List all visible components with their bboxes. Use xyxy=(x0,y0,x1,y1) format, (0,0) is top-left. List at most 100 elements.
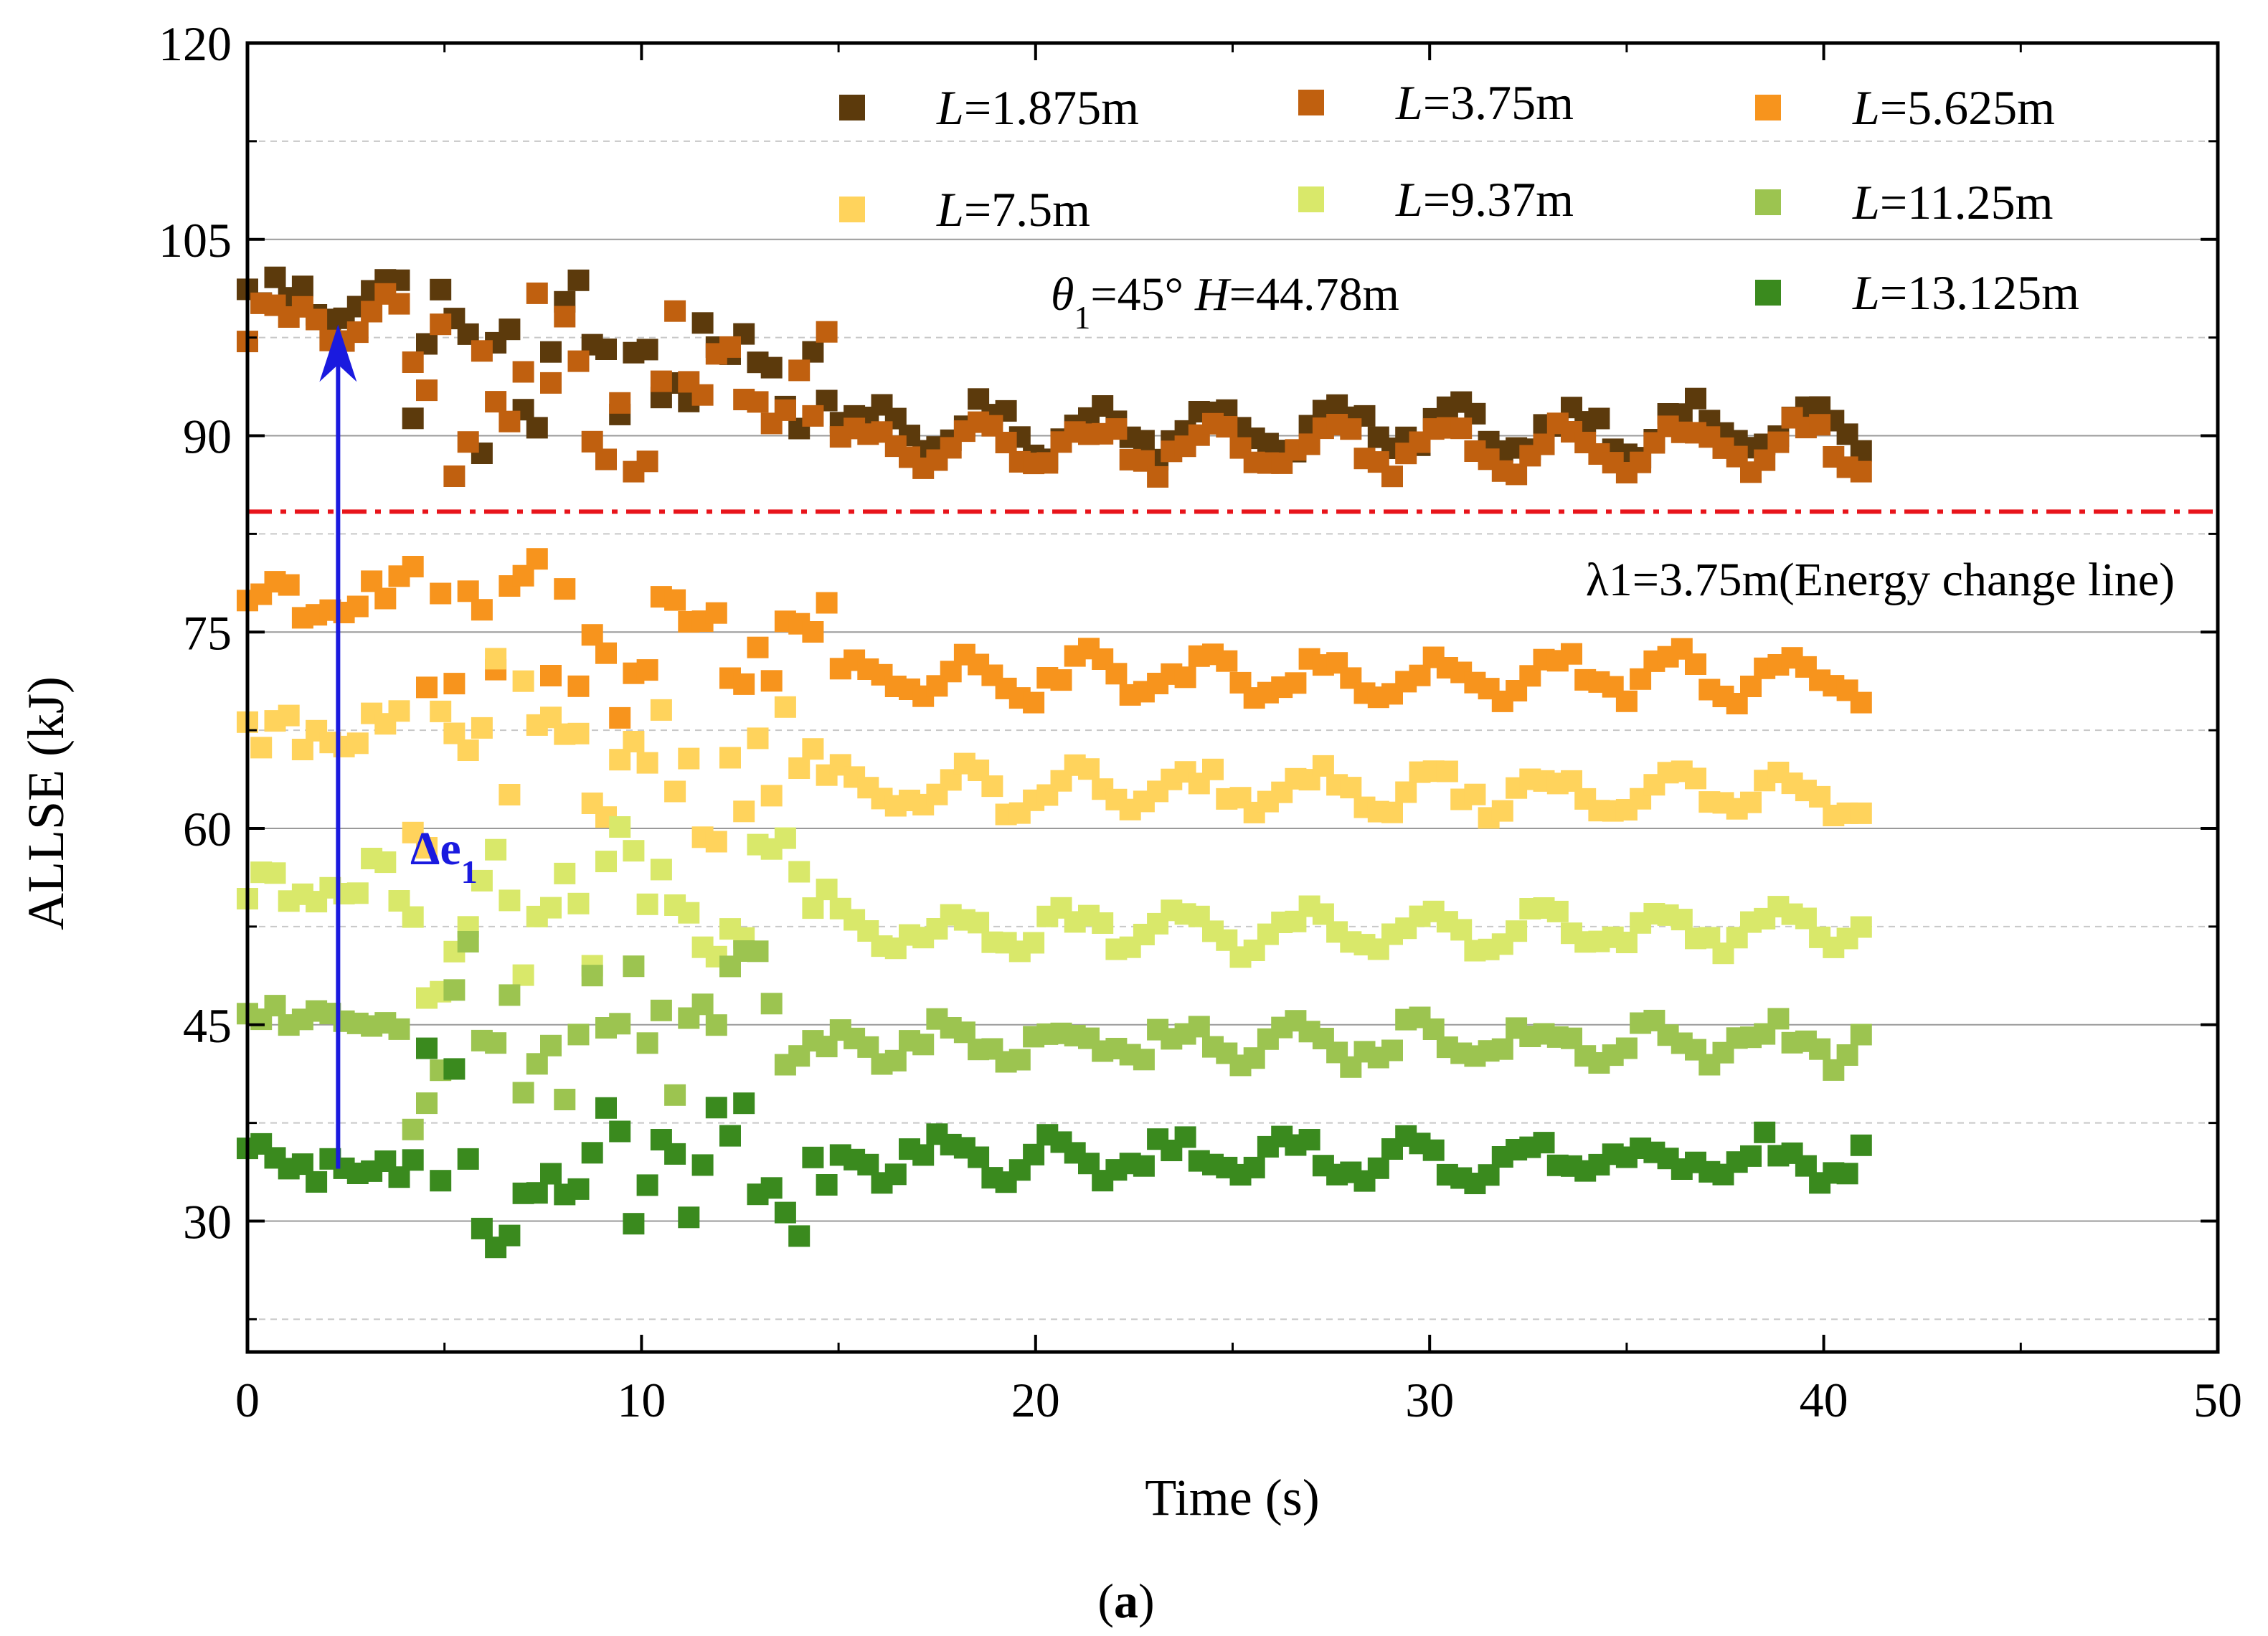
data-point xyxy=(1243,1047,1265,1069)
data-point xyxy=(499,889,521,912)
data-point xyxy=(581,965,603,987)
data-point xyxy=(1685,387,1706,410)
data-point xyxy=(250,737,273,759)
data-point xyxy=(1243,1156,1265,1178)
data-point xyxy=(719,747,741,769)
data-point xyxy=(443,979,466,1001)
data-point xyxy=(595,448,617,471)
y-axis-title: ALLSE (kJ) xyxy=(17,676,75,930)
data-point xyxy=(416,1092,438,1115)
data-points xyxy=(237,266,1872,1259)
data-point xyxy=(499,984,521,1006)
data-point xyxy=(291,739,313,760)
legend-value: =5.625m xyxy=(1880,80,2055,135)
data-point xyxy=(1340,777,1362,799)
data-point xyxy=(567,675,590,697)
data-point xyxy=(1174,666,1196,689)
data-point xyxy=(650,859,672,881)
data-point xyxy=(1436,760,1458,782)
data-point xyxy=(374,851,397,874)
data-point xyxy=(705,1097,727,1119)
data-point xyxy=(595,339,617,360)
data-point xyxy=(526,548,548,570)
data-point xyxy=(816,1174,838,1196)
series-2 xyxy=(237,282,1872,488)
data-point xyxy=(1491,1038,1513,1060)
y-tick-label: 45 xyxy=(183,998,232,1053)
data-point xyxy=(788,861,811,883)
y-tick-label: 60 xyxy=(183,802,232,856)
data-point xyxy=(306,308,328,331)
legend-var: L xyxy=(1852,265,1880,320)
legend-value: =7.5m xyxy=(964,182,1090,237)
data-point xyxy=(278,574,300,596)
data-point xyxy=(526,282,548,304)
y-tick-label: 90 xyxy=(183,410,232,464)
data-point xyxy=(1312,755,1334,777)
legend-value: =9.37m xyxy=(1423,172,1574,227)
data-point xyxy=(1381,801,1403,823)
data-point xyxy=(485,1032,507,1054)
data-point xyxy=(402,1149,424,1171)
data-point xyxy=(1133,1049,1155,1071)
delta-e-label: Δe1 xyxy=(410,823,478,890)
data-point xyxy=(291,275,313,298)
data-point xyxy=(884,1049,907,1072)
data-point xyxy=(1767,431,1790,453)
data-point xyxy=(1450,919,1473,941)
data-point xyxy=(788,1225,811,1247)
data-point xyxy=(609,706,631,729)
data-point xyxy=(650,999,672,1021)
data-point xyxy=(650,370,672,392)
data-point xyxy=(1298,1129,1320,1150)
legend-marker xyxy=(1298,186,1324,212)
data-point xyxy=(733,673,755,695)
data-point xyxy=(1422,1018,1445,1040)
data-point xyxy=(1216,650,1238,672)
data-point xyxy=(1795,907,1817,930)
data-point xyxy=(1767,1008,1790,1030)
data-point xyxy=(1381,1039,1403,1061)
data-point xyxy=(1533,433,1555,455)
data-point xyxy=(512,1082,534,1104)
data-point xyxy=(1850,1134,1872,1156)
data-point xyxy=(457,580,479,602)
data-point xyxy=(540,665,562,686)
data-point xyxy=(1836,1163,1858,1185)
data-point xyxy=(1202,758,1224,780)
legend-marker xyxy=(1755,189,1781,215)
data-point xyxy=(1850,1023,1872,1046)
data-point xyxy=(691,384,714,406)
legend-value: =1.875m xyxy=(964,80,1139,135)
panel-label: (a) xyxy=(1097,1574,1154,1628)
data-point xyxy=(1850,460,1872,483)
data-point xyxy=(664,300,686,322)
data-point xyxy=(430,582,452,605)
grid xyxy=(247,140,2218,1320)
data-point xyxy=(1092,912,1114,934)
data-point xyxy=(802,621,824,643)
data-point xyxy=(567,1178,590,1200)
data-point xyxy=(788,359,811,382)
data-point xyxy=(760,993,783,1015)
data-point xyxy=(1836,1044,1858,1066)
theta-subscript: 1 xyxy=(1074,299,1090,336)
data-point xyxy=(416,333,438,355)
data-point xyxy=(1630,451,1652,473)
data-point xyxy=(705,1014,727,1036)
data-point xyxy=(1809,785,1831,808)
data-point xyxy=(540,1163,562,1185)
data-point xyxy=(968,912,990,934)
data-point xyxy=(747,636,769,658)
data-point xyxy=(430,700,452,722)
x-tick-label: 30 xyxy=(1405,1373,1454,1427)
data-point xyxy=(705,831,727,853)
data-point xyxy=(567,892,590,914)
data-point xyxy=(402,906,424,928)
panel-label-open: ( xyxy=(1097,1574,1114,1628)
theta-value: =45° xyxy=(1090,268,1183,321)
data-point xyxy=(1216,416,1238,438)
legend-label: L=7.5m xyxy=(936,182,1090,237)
x-axis-title: Time (s) xyxy=(1145,1469,1319,1526)
